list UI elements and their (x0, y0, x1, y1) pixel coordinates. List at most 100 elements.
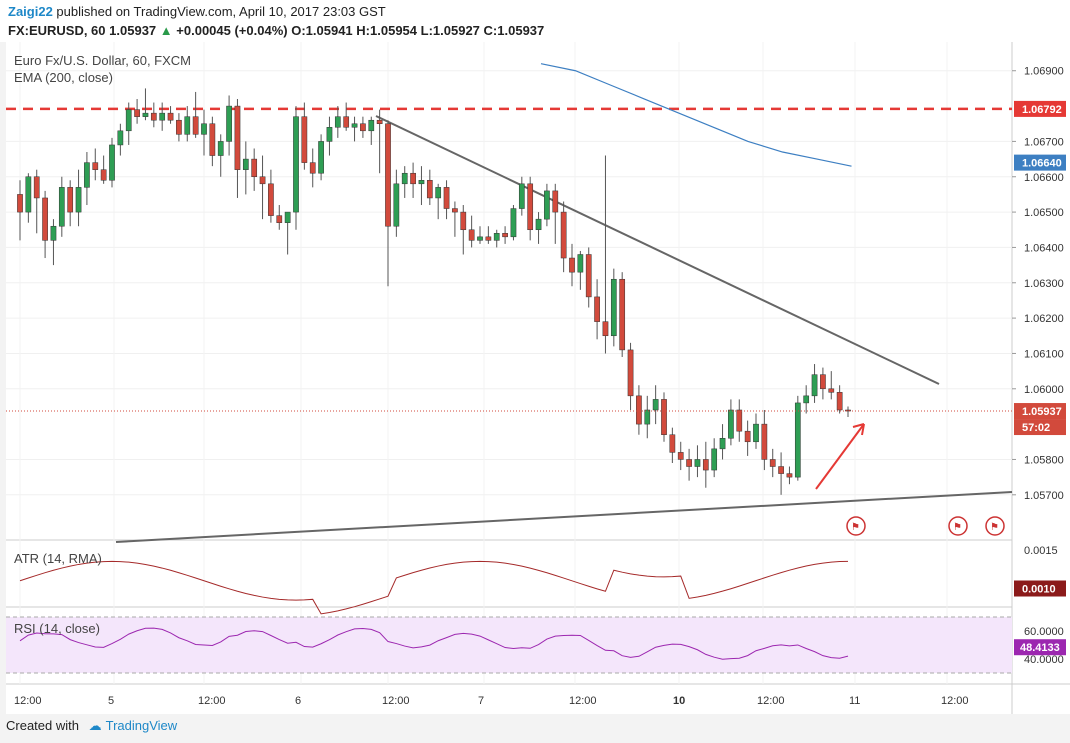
candle-body (836, 392, 843, 411)
price-label: 1.06100 (1024, 348, 1064, 360)
candle-body (150, 112, 157, 121)
candle-body (309, 162, 316, 174)
candle-body (17, 194, 23, 213)
tradingview-brand[interactable]: TradingView (105, 718, 178, 733)
candle-body (226, 105, 232, 142)
ema-legend[interactable]: EMA (200, close) (14, 70, 113, 85)
chart-svg[interactable]: 1.06900 1.06700 1.06600 1.06500 1.06400 1.063… (6, 42, 1070, 714)
last-price: 1.05937 (109, 23, 157, 38)
candle-body (493, 233, 500, 241)
rsi-legend[interactable]: RSI (14, close) (14, 621, 100, 636)
candle-body (686, 459, 692, 467)
candle-body (142, 112, 149, 117)
candle-body (284, 211, 291, 223)
open-value: 1.05941 (305, 23, 353, 38)
candle-body (694, 459, 701, 467)
time-label: 6 (295, 695, 301, 707)
time-label: 12:00 (757, 695, 785, 707)
last-price-label: 1.05937 (1022, 406, 1062, 418)
time-label: 10 (673, 695, 685, 707)
flag-icon: ⚑ (953, 522, 962, 533)
open-label: O: (291, 23, 306, 38)
candle-body (418, 180, 425, 185)
close-value: 1.05937 (497, 23, 545, 38)
candle-body (67, 187, 74, 213)
main-pane-title[interactable]: Euro Fx/U.S. Dollar, 60, FXCM (14, 53, 191, 68)
candle-body (125, 109, 132, 132)
candle-body (778, 466, 784, 474)
candle-body (92, 162, 99, 170)
rsi-axis-label: 40.0000 (1024, 654, 1064, 666)
footer: Created with ☁ TradingView (6, 718, 177, 734)
descending-trendline (375, 115, 940, 385)
candle-body (619, 278, 626, 351)
atr-line (19, 560, 849, 615)
candle-body (510, 208, 517, 238)
candle-body (268, 183, 274, 216)
candle-body (552, 190, 559, 213)
ema-price-label: 1.06640 (1022, 158, 1062, 170)
candle-body (468, 229, 475, 241)
candle-body (50, 225, 57, 241)
author-link[interactable]: Zaigi22 (8, 4, 53, 19)
candle-body (602, 321, 609, 337)
candle-body (301, 116, 308, 163)
candle-body (560, 211, 567, 259)
candle-body (736, 409, 743, 432)
candle-body (58, 187, 65, 227)
candle-body (251, 158, 258, 178)
price-label: 1.06000 (1024, 384, 1064, 396)
candle-body (636, 395, 642, 425)
time-label: 11 (849, 695, 860, 707)
tradingview-logo-icon[interactable]: ☁ (88, 718, 102, 733)
price-label: 1.06400 (1024, 242, 1064, 254)
atr-value: 0.0010 (1022, 584, 1056, 596)
candle-body (610, 278, 617, 337)
rsi-value: 48.4133 (1020, 642, 1060, 654)
candle-body (334, 116, 341, 128)
candle-body (109, 144, 115, 181)
price-label: 1.05800 (1024, 454, 1064, 466)
candle-body (485, 236, 492, 241)
candle-body (443, 187, 450, 209)
flag-icon: ⚑ (990, 522, 999, 533)
symbol[interactable]: FX:EURUSD, 60 (8, 23, 106, 38)
candle-body (326, 127, 333, 142)
candle-body (477, 236, 483, 241)
chart-header: Zaigi22 published on TradingView.com, Ap… (0, 0, 1070, 42)
candle-body (351, 123, 358, 128)
candle-body (669, 434, 676, 453)
resistance-label: 1.06792 (1022, 104, 1062, 116)
atr-legend[interactable]: ATR (14, RMA) (14, 551, 102, 566)
rsi-axis-label: 60.0000 (1024, 626, 1064, 638)
last-price-label-bg (1014, 403, 1066, 420)
candle-body (719, 438, 726, 450)
symbol-line: FX:EURUSD, 60 1.05937 ▲ +0.00045 (+0.04%… (8, 23, 544, 38)
annotation-arrow (815, 423, 865, 490)
candle-body (769, 459, 776, 467)
candle-body (794, 402, 801, 478)
candle-body (368, 119, 375, 132)
candle-body (828, 388, 835, 393)
ema-price-label-bg (1014, 154, 1066, 171)
chart-area[interactable]: 1.06900 1.06700 1.06600 1.06500 1.06400 1.063… (6, 42, 1070, 714)
candle-body (711, 448, 718, 471)
time-label: 5 (108, 695, 114, 707)
candle-body (234, 105, 241, 170)
annotation-arrowhead (852, 423, 865, 436)
up-arrow-icon: ▲ (159, 23, 173, 38)
candle-body (820, 374, 826, 390)
candle-body (811, 374, 818, 397)
price-label: 1.06200 (1024, 313, 1064, 325)
candle-body (192, 116, 199, 135)
atr-axis-label: 0.0015 (1024, 545, 1058, 557)
candle-body (25, 176, 32, 213)
candle-body (134, 109, 140, 117)
candle-body (535, 218, 542, 231)
candle-body (753, 423, 759, 443)
candle-body (276, 215, 283, 223)
candle-body (744, 430, 751, 443)
rsi-value-bg (1014, 639, 1066, 656)
candle-body (677, 452, 684, 460)
price-label: 1.06900 (1024, 66, 1064, 78)
